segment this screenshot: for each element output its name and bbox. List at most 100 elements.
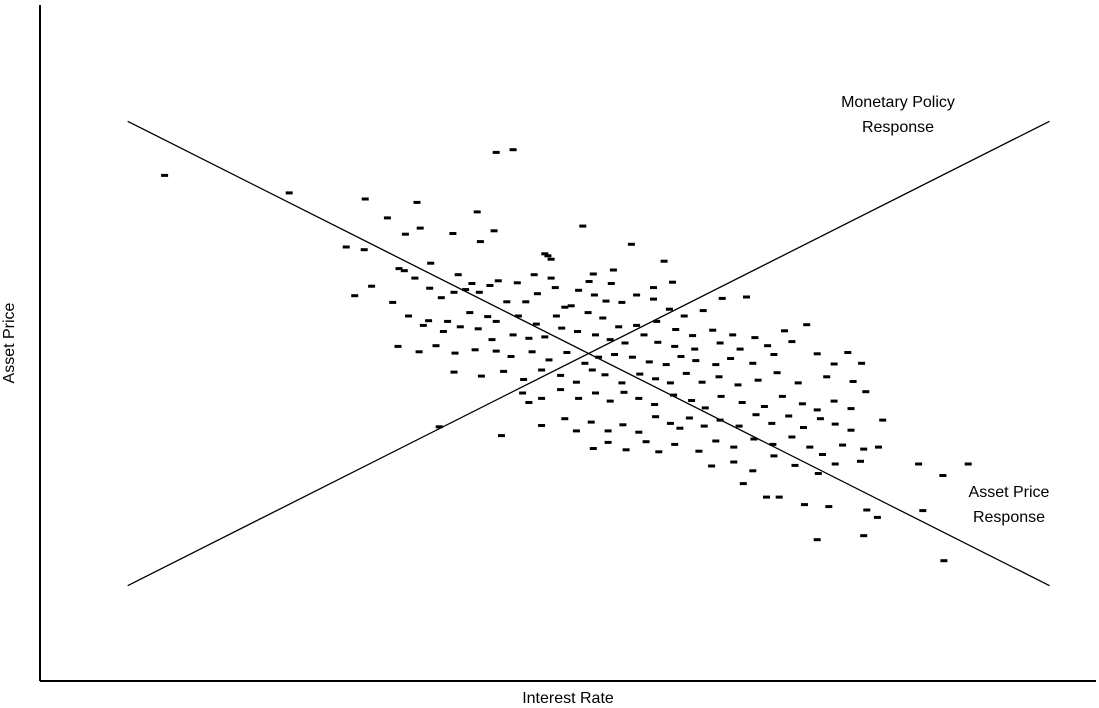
data-point <box>729 333 737 337</box>
data-point <box>712 363 720 367</box>
data-point <box>419 323 427 327</box>
data-point <box>619 423 627 427</box>
data-point <box>940 559 948 563</box>
data-point <box>477 374 485 378</box>
data-point <box>525 336 533 340</box>
data-point <box>471 348 479 352</box>
data-point <box>411 276 419 280</box>
data-point <box>606 399 614 403</box>
data-point <box>773 371 781 375</box>
data-point <box>813 408 821 412</box>
data-point <box>645 360 653 364</box>
data-point <box>727 357 735 360</box>
data-point <box>456 325 464 329</box>
data-point <box>730 460 738 464</box>
data-point <box>862 390 870 394</box>
data-point <box>513 281 521 285</box>
data-point <box>522 300 530 304</box>
data-point <box>563 351 571 354</box>
data-point <box>642 440 650 444</box>
data-point <box>801 503 808 507</box>
data-point <box>545 358 553 362</box>
data-point <box>839 443 847 447</box>
data-point <box>572 380 580 384</box>
data-point <box>405 314 412 318</box>
data-point <box>652 377 660 381</box>
data-point <box>538 396 546 400</box>
data-point <box>689 334 697 338</box>
data-point <box>803 323 811 327</box>
data-point <box>749 469 757 473</box>
data-point <box>915 462 923 466</box>
data-point <box>662 363 670 367</box>
data-point <box>640 333 648 337</box>
data-point <box>558 326 566 330</box>
data-point <box>825 505 833 509</box>
data-point <box>514 314 522 318</box>
data-point <box>503 300 511 304</box>
data-point <box>830 399 838 403</box>
data-point <box>360 248 368 252</box>
data-point <box>708 464 716 468</box>
data-point <box>351 294 359 298</box>
data-point <box>700 424 708 428</box>
data-point <box>788 340 796 344</box>
data-point <box>607 282 615 285</box>
data-point <box>466 311 474 315</box>
data-point <box>498 434 505 438</box>
data-point <box>857 459 864 463</box>
data-point <box>671 442 679 446</box>
data-point <box>509 148 517 152</box>
data-point <box>525 401 533 404</box>
data-point <box>636 372 644 376</box>
data-point <box>717 394 725 398</box>
data-point <box>615 325 623 329</box>
data-point <box>752 413 760 417</box>
data-point <box>677 355 685 358</box>
data-point <box>651 403 659 406</box>
data-point <box>473 210 481 214</box>
data-point <box>427 261 435 265</box>
data-point <box>823 375 831 379</box>
data-point <box>798 402 806 406</box>
data-point <box>435 425 443 429</box>
data-point <box>716 418 724 422</box>
data-point <box>604 429 612 433</box>
data-point <box>654 340 662 344</box>
data-point <box>383 216 391 220</box>
data-point <box>528 350 536 354</box>
data-point <box>589 272 597 276</box>
data-point <box>584 311 592 315</box>
data-point <box>413 200 421 204</box>
data-point <box>484 315 492 319</box>
data-point <box>468 282 476 285</box>
data-point <box>585 280 593 283</box>
data-point <box>601 373 609 377</box>
data-point <box>844 351 852 354</box>
data-point <box>400 269 408 273</box>
data-point <box>873 515 881 519</box>
scatter-points <box>161 148 972 563</box>
data-point <box>665 307 673 311</box>
data-point <box>557 373 565 377</box>
data-point <box>751 336 759 340</box>
data-point <box>669 280 676 284</box>
data-point <box>692 359 700 363</box>
data-point <box>806 445 814 449</box>
data-point <box>698 380 706 384</box>
data-point <box>552 314 560 318</box>
data-point <box>816 417 824 421</box>
data-point <box>161 173 169 177</box>
data-point <box>858 361 866 365</box>
data-point <box>507 355 515 358</box>
data-point <box>394 344 402 348</box>
data-point <box>587 420 595 424</box>
data-point <box>849 380 857 383</box>
data-point <box>490 229 498 233</box>
data-point <box>575 396 583 400</box>
data-point <box>618 381 626 385</box>
data-point <box>831 462 839 466</box>
data-point <box>575 288 583 292</box>
data-point <box>494 279 502 283</box>
data-point <box>650 297 657 301</box>
